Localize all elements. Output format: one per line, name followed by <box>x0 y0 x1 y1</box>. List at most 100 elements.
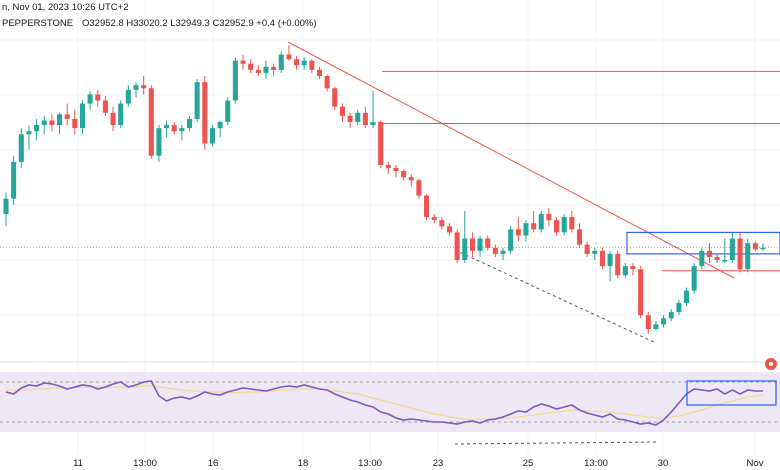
candle-body <box>408 177 414 181</box>
candle-body <box>576 229 583 245</box>
candle-body <box>630 266 636 270</box>
rsi-blue-box <box>686 380 777 406</box>
candle-body <box>240 60 246 64</box>
candle-body <box>416 180 422 196</box>
candle-body <box>531 223 537 230</box>
x-tick-label: 18 <box>298 458 309 469</box>
candle-body <box>72 118 78 129</box>
candle-body <box>278 54 284 70</box>
candle-body <box>309 60 315 70</box>
candle-body <box>523 223 529 236</box>
candle-body <box>141 85 147 89</box>
candle-body <box>110 112 116 126</box>
rsi-ma-line <box>6 385 764 420</box>
x-axis: 11 13:00 16 18 13:00 23 25 13:00 30 Nov <box>73 458 764 469</box>
candle-body <box>125 89 131 104</box>
candle-body <box>49 120 55 126</box>
candle-body <box>362 112 368 126</box>
candle-body <box>752 243 758 250</box>
candle-body <box>431 217 437 221</box>
candle-body <box>133 85 139 90</box>
candle-body <box>316 69 323 76</box>
candle-body <box>156 128 162 156</box>
candle-body <box>645 315 651 329</box>
candle-body <box>607 253 613 267</box>
candle-body <box>347 115 353 122</box>
candle-body <box>26 131 32 135</box>
candle-body <box>653 324 659 329</box>
candle-body <box>209 128 215 144</box>
candle-body <box>202 82 208 144</box>
candle-body <box>661 318 667 325</box>
candle-body <box>3 198 9 214</box>
x-tick-label: Nov <box>747 458 764 469</box>
candle-body <box>745 243 751 270</box>
descending-trendline <box>287 41 735 279</box>
x-tick-label: 13:00 <box>584 458 608 469</box>
x-tick-label: 16 <box>208 458 219 469</box>
candle-body <box>515 229 521 236</box>
candle-body <box>118 103 124 126</box>
price-divergence-line <box>454 249 657 344</box>
candle-body <box>714 256 720 260</box>
candle-body <box>64 114 70 119</box>
candle-body <box>11 161 17 199</box>
candle-body <box>561 217 567 233</box>
rsi-divergence-line <box>454 441 657 445</box>
candle-body <box>592 250 598 254</box>
candle-body <box>148 88 154 156</box>
candle-body <box>255 69 261 73</box>
header-ohlc: O32952.8 H33020.2 L32949.3 C32952.9 +0.4… <box>82 18 317 29</box>
candle-body <box>668 312 674 319</box>
candle-body <box>676 302 682 313</box>
candle-body <box>370 122 376 126</box>
candle-body <box>87 94 93 104</box>
rsi-line <box>5 380 763 426</box>
candle-body <box>102 100 108 113</box>
candle-body <box>385 164 391 168</box>
gear-icon[interactable] <box>765 358 777 370</box>
candle-body <box>584 244 590 254</box>
x-tick-label: 11 <box>73 458 83 469</box>
candle-body <box>95 94 101 101</box>
candle-body <box>554 220 560 233</box>
candle-body <box>171 125 177 132</box>
candle-body <box>401 171 407 178</box>
x-tick-label: 23 <box>433 458 444 469</box>
candle-body <box>424 195 430 218</box>
candle-body <box>332 88 338 107</box>
candle-body <box>225 100 231 122</box>
candle-body <box>699 250 705 267</box>
candle-body <box>179 128 185 132</box>
header-line-1: n, Nov 01, 2023 10:26 UTC+2 <box>2 2 128 13</box>
annotations <box>0 41 780 344</box>
candle-body <box>599 250 605 267</box>
candle-body <box>462 238 468 260</box>
candle-body <box>294 59 300 66</box>
candle-body <box>477 238 483 251</box>
candle-body <box>469 238 475 251</box>
candle-body <box>18 134 24 162</box>
candle-body <box>263 66 269 73</box>
candle-body <box>301 60 307 66</box>
x-tick-label: 30 <box>658 458 669 469</box>
candle-body <box>232 60 238 101</box>
x-tick-label: 25 <box>523 458 534 469</box>
candle-body <box>508 229 514 251</box>
candle-body <box>569 217 575 230</box>
candle-body <box>286 54 292 60</box>
candle-body <box>378 122 384 165</box>
candle-body <box>248 63 254 70</box>
candle-body <box>706 250 712 257</box>
candle-body <box>737 238 743 270</box>
candle-body <box>622 266 628 276</box>
candle-body <box>57 114 63 126</box>
x-tick-label: 13:00 <box>133 458 157 469</box>
candle-body <box>492 247 498 254</box>
candle-body <box>79 103 85 129</box>
candle-body <box>41 120 47 126</box>
candle-body <box>546 214 552 221</box>
candles <box>3 45 766 334</box>
